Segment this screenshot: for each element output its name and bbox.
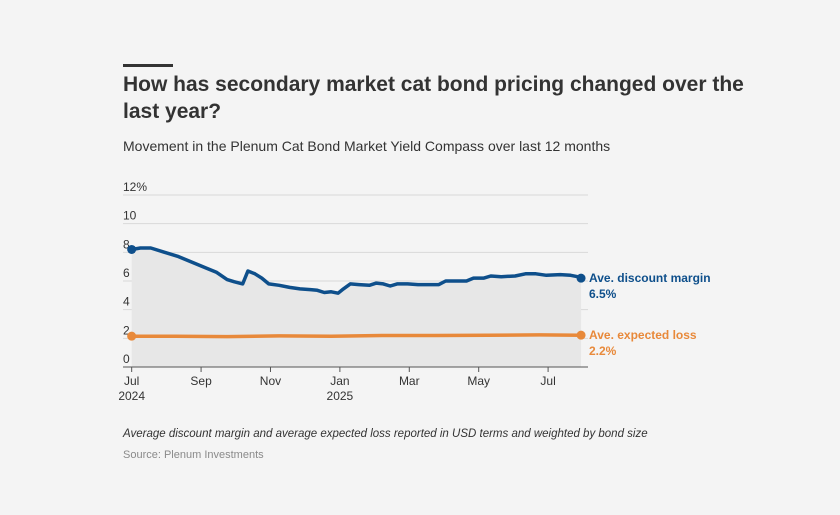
y-tick-label: 0 — [123, 352, 130, 366]
x-tick-label: Jul — [540, 374, 555, 388]
chart-source: Source: Plenum Investments — [123, 449, 264, 461]
chart-subtitle: Movement in the Plenum Cat Bond Market Y… — [123, 138, 611, 154]
x-tick-label: Jul — [124, 374, 139, 388]
ave-discount-margin-start-point — [127, 244, 137, 254]
chart-title: How has secondary market cat bond pricin… — [123, 73, 744, 123]
y-tick-label: 12% — [123, 180, 147, 194]
ave-expected-loss-end-value-label: 2.2% — [589, 344, 617, 358]
x-tick-year-label: 2025 — [327, 389, 354, 403]
x-tick-year-label: 2024 — [118, 389, 145, 403]
ave-expected-loss-start-point — [127, 331, 137, 341]
y-tick-label: 10 — [123, 209, 137, 223]
x-tick-label: Jan — [330, 374, 349, 388]
title-accent-rule — [123, 64, 173, 67]
y-tick-label: 6 — [123, 266, 130, 280]
ave-discount-margin-end-label: Ave. discount margin — [589, 271, 711, 285]
ave-expected-loss-end-point — [576, 330, 586, 340]
chart-footnote: Average discount margin and average expe… — [123, 428, 648, 440]
y-tick-label: 4 — [123, 295, 130, 309]
x-tick-label: Sep — [190, 374, 212, 388]
ave-discount-margin-end-point — [576, 273, 586, 283]
y-tick-label: 2 — [123, 323, 130, 337]
ave-discount-margin-line — [129, 246, 583, 295]
ave-expected-loss-end-label: Ave. expected loss — [589, 328, 697, 342]
x-tick-label: Nov — [260, 374, 281, 388]
ave-discount-margin-end-value-label: 6.5% — [589, 287, 617, 301]
x-tick-label: Mar — [399, 374, 420, 388]
ave-expected-loss-line — [129, 333, 583, 339]
x-tick-label: May — [467, 374, 490, 388]
y-tick-label: 8 — [123, 237, 130, 251]
